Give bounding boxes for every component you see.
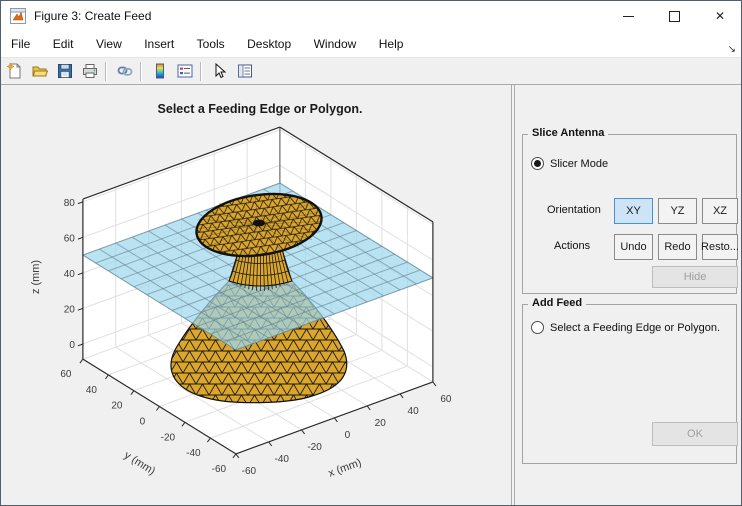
feed-select-radio[interactable] <box>531 321 544 334</box>
svg-text:z (mm): z (mm) <box>30 260 42 294</box>
menu-help[interactable]: Help <box>378 37 404 51</box>
menu-window[interactable]: Window <box>313 37 357 51</box>
insert-legend-button[interactable] <box>173 60 196 83</box>
slicer-mode-label: Slicer Mode <box>550 157 609 170</box>
open-folder-icon <box>32 66 48 77</box>
property-panel-icon <box>237 64 252 78</box>
svg-text:60: 60 <box>60 369 72 380</box>
feed-select-label: Select a Feeding Edge or Polygon. <box>550 321 721 334</box>
orientation-xz-button[interactable]: XZ <box>702 198 738 224</box>
slice-antenna-group-title: Slice Antenna <box>528 127 609 139</box>
chain-link-icon <box>117 66 132 76</box>
maximize-icon <box>668 10 680 22</box>
svg-text:0: 0 <box>345 430 351 441</box>
feed-select-radio-row[interactable]: Select a Feeding Edge or Polygon. <box>531 321 731 334</box>
svg-text:Select a Feeding Edge or Polyg: Select a Feeding Edge or Polygon. <box>158 102 363 116</box>
link-plot-button[interactable] <box>113 60 136 83</box>
svg-text:-20: -20 <box>307 442 322 453</box>
pointer-arrow-icon <box>215 62 226 79</box>
redo-button[interactable]: Redo <box>658 234 697 260</box>
window-title: Figure 3: Create Feed <box>34 9 152 23</box>
close-icon: ✕ <box>714 9 726 23</box>
save-floppy-icon <box>57 64 72 78</box>
figure-toolbar <box>1 57 741 85</box>
svg-text:40: 40 <box>86 385 98 396</box>
minimize-button[interactable] <box>605 1 651 31</box>
svg-text:-40: -40 <box>186 448 201 459</box>
hide-button[interactable]: Hide <box>652 266 738 288</box>
svg-text:20: 20 <box>64 304 76 315</box>
orientation-xy-button[interactable]: XY <box>614 198 653 224</box>
maximize-button[interactable] <box>651 1 697 31</box>
svg-text:80: 80 <box>64 198 76 209</box>
toolbar-separator <box>140 61 142 81</box>
menu-edit[interactable]: Edit <box>52 37 74 51</box>
colorbar-icon <box>155 63 164 79</box>
menu-desktop[interactable]: Desktop <box>247 37 292 51</box>
svg-text:x (mm): x (mm) <box>327 457 363 480</box>
svg-text:y (mm): y (mm) <box>122 449 157 477</box>
new-document-icon <box>5 62 20 79</box>
matlab-figure-icon <box>10 8 26 24</box>
orientation-yz-button[interactable]: YZ <box>658 198 697 224</box>
svg-text:-20: -20 <box>161 432 176 443</box>
add-feed-group-title: Add Feed <box>528 297 587 309</box>
antenna-3d-plot[interactable]: 0 20 40 60 80 60 40 20 0 -20 -40 -60 -60 -40 -20 0 20 40 6… <box>1 85 511 505</box>
restore-button[interactable]: Resto... <box>701 234 739 260</box>
slice-antenna-group: Slice Antenna Slicer Mode Orientation XY… <box>522 127 739 294</box>
control-panel: Slice Antenna Slicer Mode Orientation XY… <box>515 85 741 505</box>
insert-colorbar-button[interactable] <box>148 60 171 83</box>
printer-icon <box>82 64 97 78</box>
svg-text:20: 20 <box>111 401 123 412</box>
actions-label: Actions <box>554 240 591 252</box>
slicer-mode-radio[interactable] <box>531 157 544 170</box>
menu-view[interactable]: View <box>95 37 122 51</box>
svg-text:0: 0 <box>140 417 146 428</box>
svg-text:40: 40 <box>408 406 420 417</box>
save-figure-button[interactable] <box>53 60 76 83</box>
open-file-button[interactable] <box>28 60 51 83</box>
property-inspector-button[interactable] <box>233 60 256 83</box>
svg-text:60: 60 <box>440 394 452 405</box>
menu-tools[interactable]: Tools <box>196 37 225 51</box>
toolbar-separator <box>200 61 202 81</box>
close-button[interactable]: ✕ <box>697 1 741 31</box>
panel-splitter[interactable] <box>511 85 515 505</box>
menu-bar: File Edit View Insert Tools Desktop Wind… <box>1 31 741 57</box>
svg-text:0: 0 <box>69 340 75 351</box>
legend-icon <box>177 64 192 78</box>
menu-file[interactable]: File <box>11 37 31 51</box>
menubar-overflow-icon[interactable]: ↘ <box>727 44 736 55</box>
print-figure-button[interactable] <box>78 60 101 83</box>
svg-text:-60: -60 <box>242 466 257 477</box>
menu-insert[interactable]: Insert <box>144 37 175 51</box>
title-bar[interactable]: Figure 3: Create Feed ✕ <box>1 1 741 31</box>
ok-button[interactable]: OK <box>652 422 738 446</box>
slicer-mode-radio-row[interactable]: Slicer Mode <box>531 157 608 170</box>
svg-text:60: 60 <box>64 233 76 244</box>
toolbar-separator <box>105 61 107 81</box>
svg-text:20: 20 <box>375 418 387 429</box>
svg-text:40: 40 <box>64 269 76 280</box>
new-figure-button[interactable] <box>3 60 26 83</box>
main-area: 0 20 40 60 80 60 40 20 0 -20 -40 -60 -60 -40 -20 0 20 40 6… <box>1 85 741 505</box>
orientation-label: Orientation <box>547 204 601 216</box>
add-feed-group: Add Feed Select a Feeding Edge or Polygo… <box>522 297 738 464</box>
undo-button[interactable]: Undo <box>614 234 653 260</box>
svg-text:-60: -60 <box>212 464 227 475</box>
svg-text:-40: -40 <box>274 454 289 465</box>
minimize-icon <box>622 15 634 17</box>
edit-plot-button[interactable] <box>208 60 231 83</box>
figure-canvas-area: 0 20 40 60 80 60 40 20 0 -20 -40 -60 -60 -40 -20 0 20 40 6… <box>1 85 511 505</box>
